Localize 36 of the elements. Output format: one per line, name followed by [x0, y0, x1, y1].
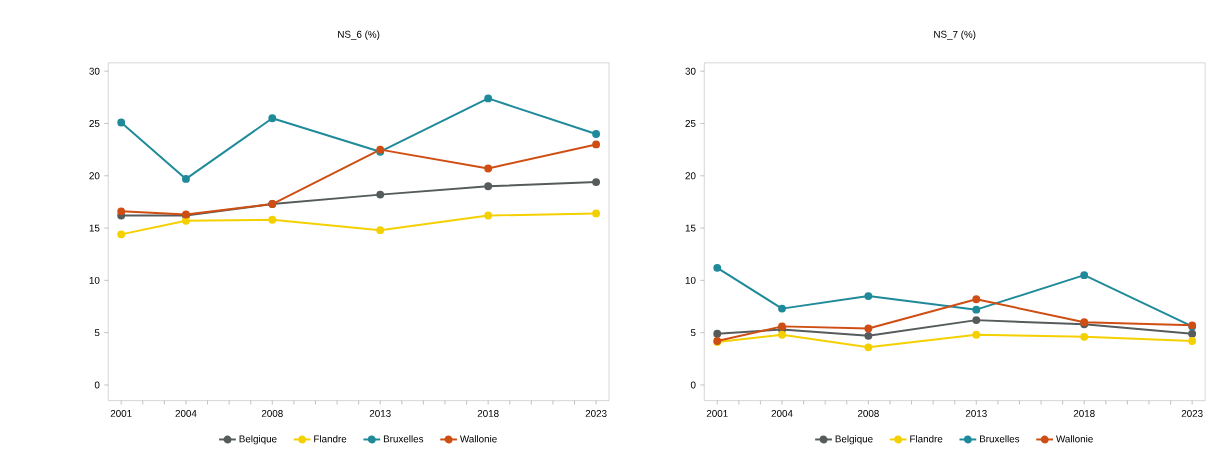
y-tick-label: 15	[89, 224, 100, 232]
legend-label: Wallonie	[1056, 435, 1093, 443]
legend-label: Belgique	[239, 435, 277, 445]
legend-label: Flandre	[910, 435, 943, 443]
y-tick-label: 30	[685, 67, 696, 75]
y-tick-label: 15	[685, 224, 696, 232]
y-tick-label: 10	[685, 276, 696, 284]
y-tick-label: 25	[89, 119, 100, 127]
x-tick-label: 2001	[706, 409, 728, 417]
y-tick-label: 20	[89, 172, 100, 180]
x-tick-label: 2023	[1181, 409, 1203, 417]
chart-title: NS_6 (%)	[338, 30, 380, 40]
x-tick-label: 2023	[585, 409, 607, 417]
y-tick-label: 0	[94, 381, 100, 389]
x-tick-label: 2018	[477, 409, 499, 417]
x-tick-label: 2004	[771, 409, 793, 417]
x-tick-label: 2013	[369, 409, 391, 417]
legend-label: Flandre	[314, 435, 347, 443]
legend-label: Bruxelles	[383, 435, 424, 443]
y-tick-label: 30	[89, 67, 100, 75]
y-tick-label: 20	[685, 172, 696, 180]
x-tick-label: 2013	[965, 409, 987, 417]
legend-label: Bruxelles	[979, 435, 1020, 443]
legend-label: Wallonie	[459, 435, 497, 443]
chart-title: NS_7 (%)	[934, 30, 976, 40]
legend-label: Belgique	[835, 435, 873, 445]
y-tick-label: 5	[94, 329, 100, 336]
y-tick-label: 0	[690, 381, 696, 389]
x-tick-label: 2001	[110, 409, 132, 417]
x-tick-label: 2018	[1073, 409, 1095, 417]
y-tick-label: 25	[685, 119, 696, 127]
x-tick-label: 2008	[261, 409, 283, 417]
x-tick-label: 2004	[175, 409, 197, 417]
y-tick-label: 10	[89, 276, 100, 284]
x-tick-label: 2008	[857, 409, 879, 417]
y-tick-label: 5	[690, 329, 696, 336]
